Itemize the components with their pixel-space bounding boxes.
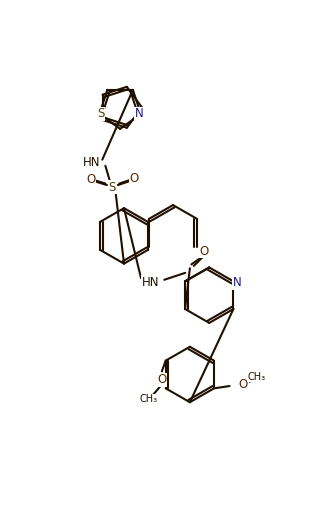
Text: O: O xyxy=(130,172,139,185)
Text: N: N xyxy=(233,276,242,289)
Text: CH₃: CH₃ xyxy=(140,394,158,404)
Text: O: O xyxy=(157,373,166,386)
Text: HN: HN xyxy=(142,276,159,289)
Text: HN: HN xyxy=(83,156,100,169)
Text: CH₃: CH₃ xyxy=(248,372,266,382)
Text: O: O xyxy=(239,378,248,391)
Text: O: O xyxy=(199,245,208,258)
Text: S: S xyxy=(109,181,116,194)
Text: S: S xyxy=(97,108,105,121)
Text: O: O xyxy=(86,173,95,186)
Text: N: N xyxy=(135,108,144,121)
